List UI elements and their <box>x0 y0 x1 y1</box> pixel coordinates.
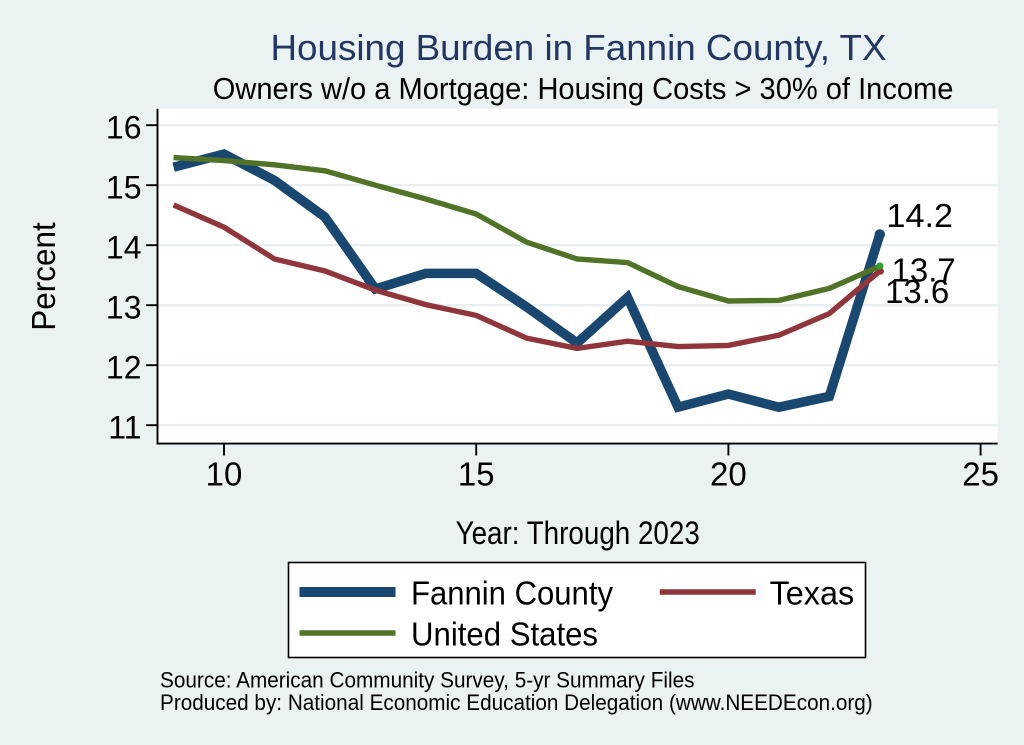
svg-text:Produced by: National Economic: Produced by: National Economic Education… <box>160 690 873 715</box>
svg-text:16: 16 <box>106 109 142 145</box>
svg-text:Source: American Community Sur: Source: American Community Survey, 5-yr … <box>160 668 695 693</box>
svg-text:United States: United States <box>411 616 598 653</box>
svg-text:Fannin County: Fannin County <box>411 575 613 612</box>
svg-text:Texas: Texas <box>770 575 855 612</box>
svg-text:Housing Burden in Fannin Count: Housing Burden in Fannin County, TX <box>271 27 887 68</box>
svg-text:20: 20 <box>710 455 747 492</box>
svg-text:14.2: 14.2 <box>887 197 954 234</box>
svg-text:13.6: 13.6 <box>885 273 949 310</box>
svg-text:15: 15 <box>458 455 495 492</box>
svg-text:13: 13 <box>106 289 142 325</box>
svg-text:Percent: Percent <box>25 222 62 330</box>
svg-text:12: 12 <box>106 349 142 385</box>
svg-text:Year: Through 2023: Year: Through 2023 <box>456 515 700 551</box>
svg-text:10: 10 <box>206 455 243 492</box>
svg-text:25: 25 <box>962 455 999 492</box>
svg-text:Owners w/o a Mortgage: Housing: Owners w/o a Mortgage: Housing Costs > 3… <box>213 71 954 106</box>
svg-text:14: 14 <box>106 229 142 265</box>
svg-text:15: 15 <box>106 169 142 205</box>
svg-text:13.7: 13.7 <box>892 252 956 289</box>
svg-text:11: 11 <box>108 409 141 445</box>
